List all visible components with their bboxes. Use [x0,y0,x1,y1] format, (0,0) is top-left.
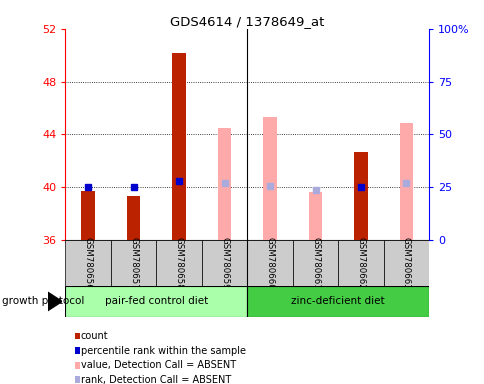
Text: GSM780656: GSM780656 [84,237,92,290]
Bar [65,286,247,317]
Text: growth protocol: growth protocol [2,296,85,306]
Text: GSM780662: GSM780662 [356,237,365,290]
Text: GSM780661: GSM780661 [310,237,319,290]
Bar [65,240,111,286]
Text: GSM780659: GSM780659 [220,237,228,290]
Bar [217,128,231,240]
Text: value, Detection Call = ABSENT: value, Detection Call = ABSENT [81,360,236,370]
Bar [247,240,292,286]
Bar [201,240,247,286]
Title: GDS4614 / 1378649_at: GDS4614 / 1378649_at [170,15,324,28]
Text: percentile rank within the sample: percentile rank within the sample [81,346,245,356]
Bar [81,191,95,240]
Text: GSM780658: GSM780658 [174,237,183,290]
Bar [308,192,322,240]
Text: GSM780660: GSM780660 [265,237,274,290]
Text: count: count [81,331,108,341]
Polygon shape [47,292,62,311]
Text: pair-fed control diet: pair-fed control diet [105,296,208,306]
Bar [263,117,276,240]
Bar [338,240,383,286]
Bar [156,240,201,286]
Bar [111,240,156,286]
Bar [172,53,185,240]
Text: GSM780663: GSM780663 [401,237,410,290]
Bar [399,122,412,240]
Text: rank, Detection Call = ABSENT: rank, Detection Call = ABSENT [81,375,230,384]
Bar [353,152,367,240]
Bar [292,240,338,286]
Text: zinc-deficient diet: zinc-deficient diet [291,296,384,306]
Bar [383,240,428,286]
Text: GSM780657: GSM780657 [129,237,138,290]
Bar [127,197,140,240]
Bar [247,286,428,317]
